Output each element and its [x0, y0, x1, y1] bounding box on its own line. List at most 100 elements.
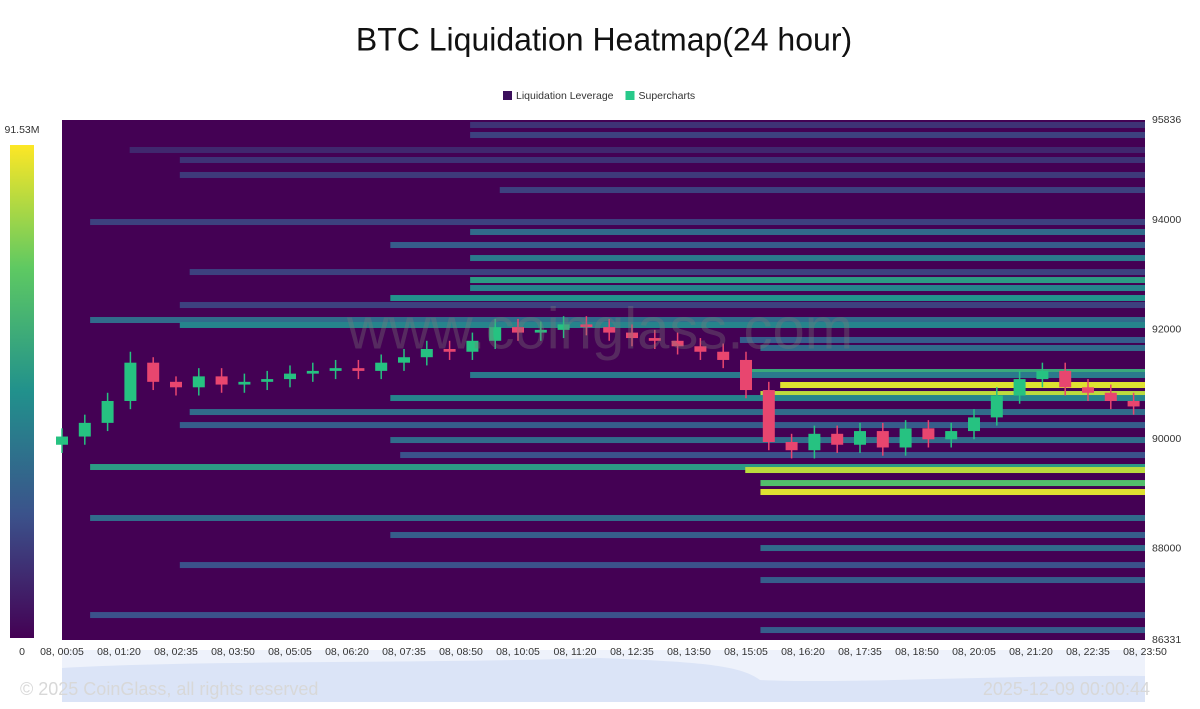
- heat-band: [90, 464, 1146, 471]
- candle-body: [831, 433, 844, 445]
- heat-band: [390, 295, 1145, 302]
- candle-body: [534, 329, 547, 333]
- candle-body: [854, 431, 866, 445]
- y-tick-label: 94000: [1152, 214, 1181, 226]
- candle-body: [398, 357, 410, 363]
- heat-band: [470, 277, 1145, 284]
- x-tick-label: 08, 20:05: [952, 646, 996, 658]
- candle-body: [603, 327, 616, 333]
- x-tick-label: 08, 03:50: [211, 646, 255, 658]
- x-tick-label: 08, 21:20: [1009, 646, 1053, 658]
- candle-body: [78, 422, 91, 437]
- candle-body: [466, 340, 479, 352]
- heat-band: [470, 228, 1145, 235]
- heat-band: [90, 317, 1146, 324]
- heat-band: [179, 171, 1146, 178]
- heat-band: [179, 422, 1146, 429]
- x-tick-label: 08, 02:35: [154, 646, 198, 658]
- heat-band: [179, 321, 1146, 328]
- heat-band: [470, 371, 1145, 378]
- heat-band: [390, 532, 1145, 539]
- candle-body: [329, 368, 342, 371]
- legend-label: Supercharts: [639, 90, 696, 102]
- y-tick-label: 90000: [1152, 433, 1181, 445]
- candle-body: [762, 390, 775, 443]
- candle-body: [1013, 379, 1026, 396]
- candle-body: [1104, 392, 1117, 401]
- chart-title: BTC Liquidation Heatmap(24 hour): [356, 21, 852, 57]
- x-tick-label: 08, 16:20: [781, 646, 825, 658]
- y-tick-label: 95836: [1152, 114, 1181, 126]
- x-tick-label: 08, 13:50: [667, 646, 711, 658]
- heat-band: [189, 409, 1145, 416]
- legend-swatch: [503, 91, 512, 100]
- x-tick-label: 08, 22:35: [1066, 646, 1110, 658]
- x-tick-label: 08, 23:50: [1123, 646, 1167, 658]
- y-tick-label: 92000: [1152, 324, 1181, 336]
- candle-body: [1082, 387, 1094, 393]
- colorbar: [10, 145, 34, 638]
- candle-body: [147, 362, 160, 382]
- candle-body: [352, 368, 365, 371]
- x-tick-label: 08, 08:50: [439, 646, 483, 658]
- timestamp: 2025-12-09 00:00:44: [983, 679, 1150, 699]
- candle-body: [238, 381, 251, 385]
- heat-band: [760, 344, 1145, 351]
- candle-body: [375, 362, 388, 371]
- candle-body: [124, 362, 137, 401]
- x-tick-label: 08, 18:50: [895, 646, 939, 658]
- x-tick-label: 08, 01:20: [97, 646, 141, 658]
- y-tick-label: 88000: [1152, 542, 1181, 554]
- heat-band: [739, 336, 1145, 343]
- heat-band: [760, 545, 1145, 552]
- heat-band: [749, 368, 1145, 375]
- candle-body: [557, 324, 570, 330]
- candle-body: [215, 376, 228, 385]
- copyright: © 2025 CoinGlass, all rights reserved: [20, 679, 318, 699]
- candle-body: [717, 351, 730, 360]
- candle-body: [306, 370, 319, 374]
- heat-band: [760, 577, 1145, 584]
- heat-band: [470, 121, 1145, 128]
- heat-band: [499, 187, 1145, 194]
- x-tick-label: 08, 17:35: [838, 646, 882, 658]
- heat-band: [745, 467, 1145, 474]
- heat-band: [179, 156, 1146, 163]
- legend-label: Liquidation Leverage: [516, 90, 614, 102]
- heat-band: [179, 302, 1146, 309]
- candle-body: [170, 381, 182, 388]
- x-tick-label: 08, 12:35: [610, 646, 654, 658]
- candle-body: [990, 395, 1003, 418]
- candle-body: [443, 349, 456, 352]
- heat-band: [760, 391, 1145, 398]
- candle-body: [626, 332, 638, 339]
- candle-body: [968, 417, 980, 432]
- heat-band: [760, 489, 1145, 496]
- colorbar-label: 91.53M: [4, 124, 39, 136]
- y-tick-label: 86331: [1152, 634, 1181, 646]
- x-tick-label: 08, 11:20: [553, 646, 596, 658]
- heat-band: [780, 382, 1145, 389]
- candle-body: [489, 327, 502, 341]
- candle-body: [192, 376, 205, 388]
- heat-band: [390, 242, 1145, 249]
- candle-body: [899, 428, 912, 448]
- candle-body: [420, 349, 433, 358]
- candle-body: [808, 433, 821, 451]
- candle-body: [580, 324, 593, 328]
- heat-band: [760, 480, 1145, 487]
- candle-body: [740, 359, 752, 391]
- candle-body: [876, 431, 889, 448]
- candle-body: [284, 373, 296, 380]
- candle-body: [1059, 370, 1072, 388]
- candle-body: [56, 436, 68, 445]
- candle-body: [671, 340, 684, 347]
- candle-body: [648, 338, 661, 341]
- heat-band: [189, 269, 1145, 276]
- heat-band: [90, 515, 1146, 522]
- navigator-area: [62, 658, 1145, 702]
- x-tick-label: 08, 00:05: [40, 646, 84, 658]
- heat-band: [90, 612, 1146, 619]
- heat-band: [470, 285, 1145, 292]
